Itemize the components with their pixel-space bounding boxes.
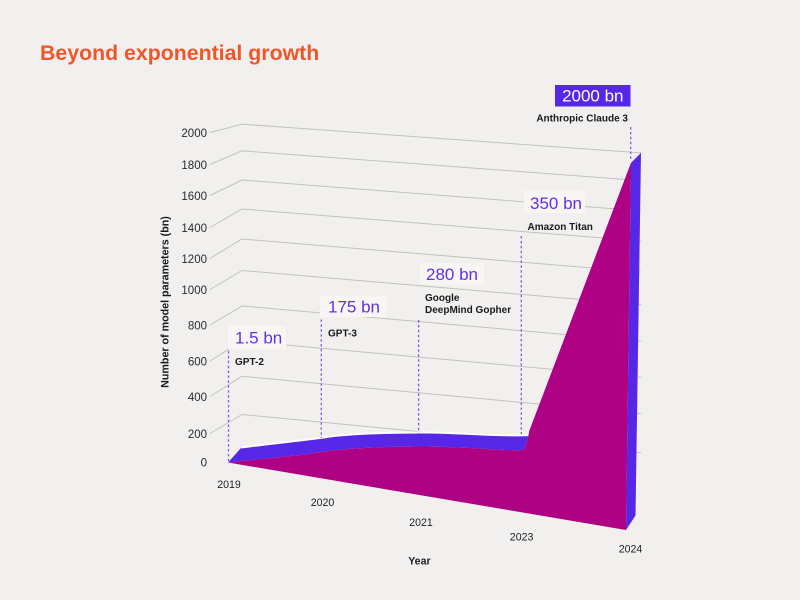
svg-text:1200: 1200 <box>181 254 207 266</box>
svg-text:1.5 bn: 1.5 bn <box>235 329 282 348</box>
svg-text:Number of model parameters (bn: Number of model parameters (bn) <box>160 216 172 388</box>
svg-text:280 bn: 280 bn <box>426 265 478 284</box>
svg-text:0: 0 <box>201 457 207 469</box>
svg-text:Anthropic Claude 3: Anthropic Claude 3 <box>536 114 628 125</box>
svg-text:175 bn: 175 bn <box>328 298 380 317</box>
svg-text:Google: Google <box>425 293 460 304</box>
svg-text:350 bn: 350 bn <box>530 194 582 213</box>
svg-text:2000: 2000 <box>181 128 207 140</box>
svg-text:2023: 2023 <box>510 532 534 544</box>
svg-text:2024: 2024 <box>619 544 643 556</box>
svg-text:GPT-3: GPT-3 <box>328 329 357 340</box>
svg-text:200: 200 <box>188 429 207 441</box>
svg-text:2019: 2019 <box>217 479 241 491</box>
svg-text:Year: Year <box>408 556 430 568</box>
svg-text:400: 400 <box>188 392 207 404</box>
svg-text:2020: 2020 <box>311 497 335 509</box>
svg-text:2021: 2021 <box>409 517 433 529</box>
svg-text:800: 800 <box>188 321 207 333</box>
svg-text:DeepMind Gopher: DeepMind Gopher <box>425 305 511 316</box>
svg-text:GPT-2: GPT-2 <box>235 357 264 368</box>
svg-text:1400: 1400 <box>181 223 207 235</box>
svg-text:Amazon Titan: Amazon Titan <box>528 222 593 233</box>
svg-text:Beyond exponential growth: Beyond exponential growth <box>40 41 319 65</box>
svg-text:600: 600 <box>188 357 207 369</box>
svg-text:1800: 1800 <box>181 160 207 172</box>
svg-text:2000 bn: 2000 bn <box>562 87 623 106</box>
svg-text:1600: 1600 <box>181 191 207 203</box>
svg-text:1000: 1000 <box>181 285 207 297</box>
